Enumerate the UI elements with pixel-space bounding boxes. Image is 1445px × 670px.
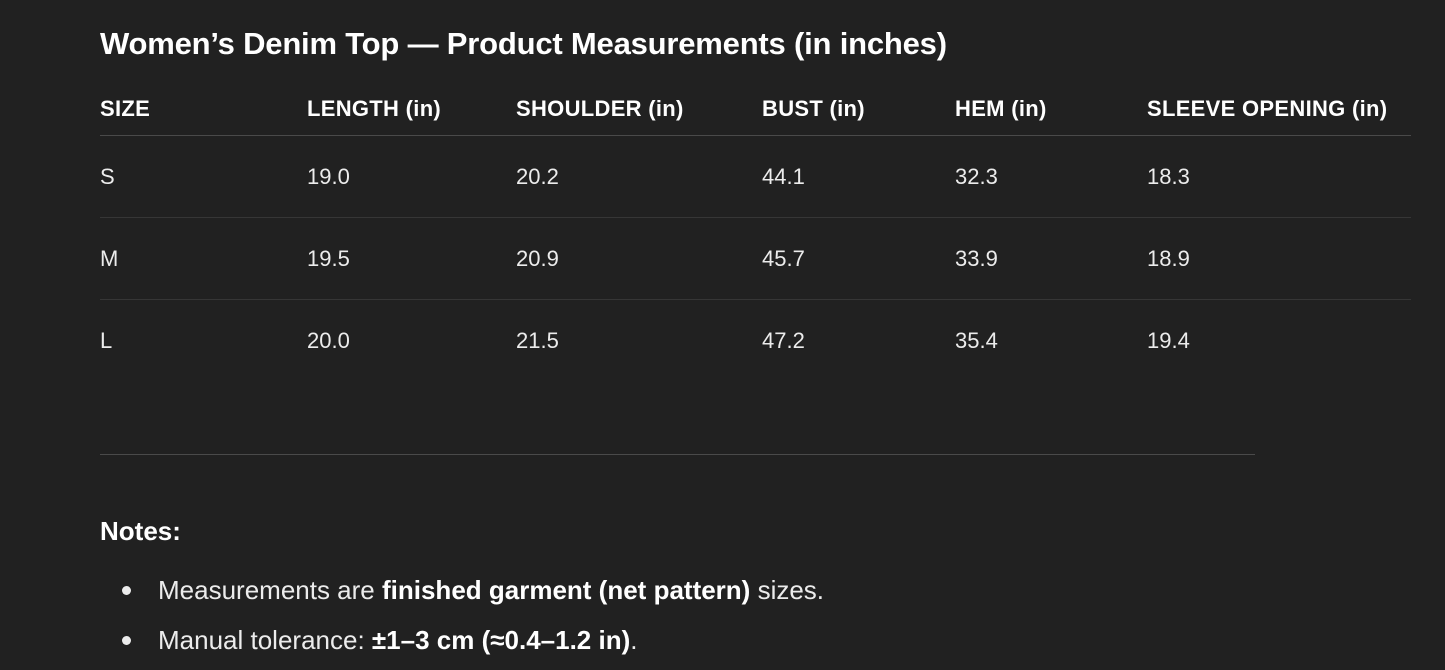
- table-row: L 20.0 21.5 47.2 35.4 19.4: [100, 300, 1411, 382]
- cell: 19.4: [1147, 327, 1190, 353]
- cell: 19.5: [307, 217, 516, 300]
- note-text: Manual tolerance:: [158, 625, 372, 655]
- header-hem: HEM (in): [955, 82, 1147, 136]
- notes-heading: Notes:: [100, 516, 181, 546]
- cell: 45.7: [762, 217, 955, 300]
- note-bold: finished garment (net pattern): [381, 575, 751, 605]
- cell: 21.5: [516, 327, 559, 353]
- header-length: LENGTH (in): [307, 82, 516, 136]
- cell: 19.0: [307, 135, 516, 218]
- cell: 20.2: [516, 135, 762, 218]
- cell: L: [100, 327, 113, 353]
- header-bust: BUST (in): [762, 82, 955, 136]
- cell: M: [100, 217, 307, 300]
- bullet-icon: [122, 586, 131, 595]
- note-text: .: [630, 625, 638, 655]
- table-header-row: SIZE LENGTH (in) SHOULDER (in) BUST (in)…: [100, 82, 1411, 136]
- cell: S: [100, 135, 307, 218]
- table-row: M 19.5 20.9 45.7 33.9 18.9: [100, 217, 1411, 300]
- header-size: SIZE: [100, 82, 307, 136]
- cell: 32.3: [955, 135, 1147, 218]
- cell: 44.1: [762, 135, 955, 218]
- header-sleeve-opening: SLEEVE OPENING (in): [1147, 82, 1411, 136]
- list-item: Manual tolerance: ±1–3 cm (≈0.4–1.2 in).: [100, 620, 824, 670]
- note-bold: ±1–3 cm (≈0.4–1.2 in): [371, 625, 631, 655]
- cell: 47.2: [762, 327, 805, 353]
- header-shoulder: SHOULDER (in): [516, 82, 762, 136]
- notes-list: Measurements are finished garment (net p…: [100, 570, 824, 670]
- note-text: sizes.: [750, 575, 825, 605]
- page-title: Women’s Denim Top — Product Measurements…: [100, 26, 947, 61]
- list-item: Measurements are finished garment (net p…: [100, 570, 824, 620]
- cell: 18.9: [1147, 217, 1411, 300]
- measurements-table: SIZE LENGTH (in) SHOULDER (in) BUST (in)…: [100, 82, 1411, 381]
- cell: 20.0: [307, 327, 350, 353]
- divider: [100, 454, 1255, 455]
- cell: 33.9: [955, 217, 1147, 300]
- cell: 18.3: [1147, 135, 1411, 218]
- cell: 20.9: [516, 217, 762, 300]
- bullet-icon: [122, 636, 131, 645]
- note-text: Measurements are: [158, 575, 382, 605]
- table-row: S 19.0 20.2 44.1 32.3 18.3: [100, 135, 1411, 218]
- cell: 35.4: [955, 327, 998, 353]
